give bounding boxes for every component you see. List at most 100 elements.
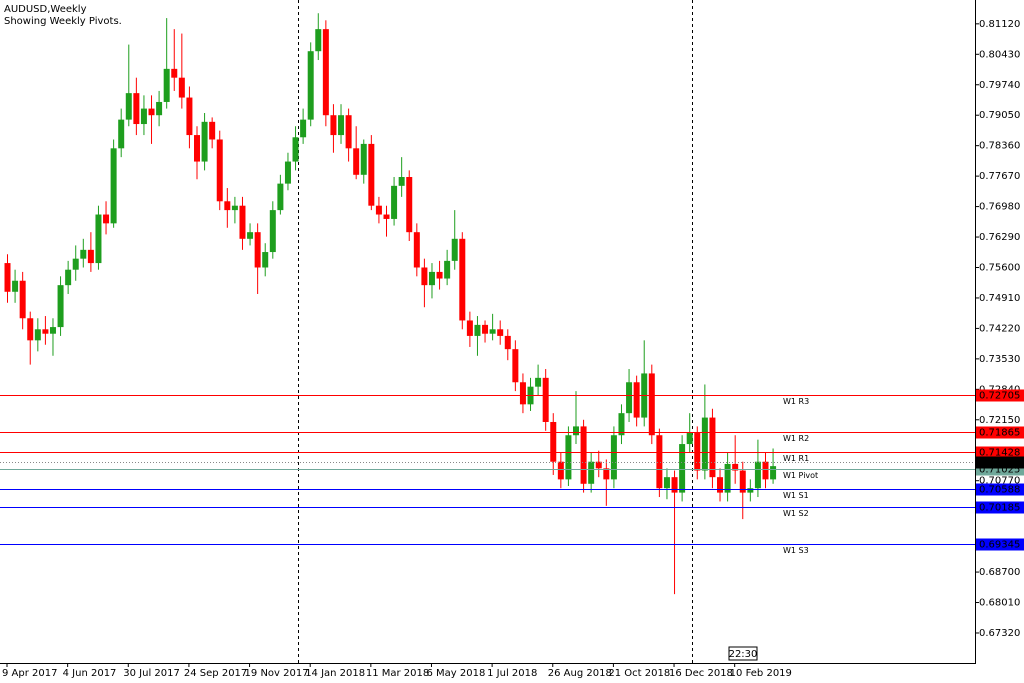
candle-body xyxy=(732,463,739,471)
x-tick-label: 4 Jun 2017 xyxy=(63,668,117,679)
pivot-label: W1 S3 xyxy=(783,546,809,555)
candle-body xyxy=(4,263,11,292)
candle-body xyxy=(148,108,155,116)
candle-body xyxy=(656,435,663,489)
candle-body xyxy=(300,119,307,138)
candle-body xyxy=(679,444,686,493)
candle-body xyxy=(444,260,451,279)
y-tick-label: 0.81120 xyxy=(979,19,1020,30)
pivot-label: W1 R1 xyxy=(783,454,809,463)
candle-body xyxy=(686,433,693,445)
x-tick-label: 30 Jul 2017 xyxy=(123,668,180,679)
candle-body xyxy=(580,426,587,484)
candle-body xyxy=(315,29,322,52)
candle-body xyxy=(542,377,549,422)
y-tick-label: 0.70770 xyxy=(979,476,1020,487)
candle-body xyxy=(648,373,655,436)
candle-body xyxy=(269,210,276,253)
candle-body xyxy=(709,417,716,478)
candle-body xyxy=(603,468,610,480)
y-tick-label: 0.76980 xyxy=(979,202,1020,213)
candle-body xyxy=(34,329,41,341)
y-tick-label: 0.68700 xyxy=(979,567,1020,578)
pivot-price-label: 0.71865 xyxy=(979,428,1020,439)
y-tick-label: 0.75600 xyxy=(979,262,1020,273)
candle-body xyxy=(186,97,193,136)
candle-body xyxy=(717,477,724,493)
current-price-box xyxy=(976,456,1024,469)
pivot-price-label: 0.71428 xyxy=(979,448,1020,459)
y-tick-label: 0.79050 xyxy=(979,110,1020,121)
candle-body xyxy=(489,329,496,334)
x-tick-label: 9 Apr 2017 xyxy=(2,668,57,679)
candle-body xyxy=(194,135,200,162)
candle-body xyxy=(519,382,526,405)
y-tick-label: 0.76290 xyxy=(979,232,1020,243)
candle-body xyxy=(451,238,458,261)
x-tick-label: 21 Oct 2018 xyxy=(608,668,670,679)
candle-body xyxy=(383,214,390,219)
candle-body xyxy=(171,68,178,78)
candle-body xyxy=(770,466,777,480)
x-tick-label: 24 Sep 2017 xyxy=(184,668,247,679)
x-tick-label: 1 Jul 2018 xyxy=(487,668,537,679)
candle-body xyxy=(739,470,746,493)
chart-title: AUDUSD,Weekly xyxy=(4,4,87,15)
y-tick-label: 0.80430 xyxy=(979,49,1020,60)
candle-body xyxy=(504,335,511,350)
x-tick-label: 19 Nov 2017 xyxy=(245,668,309,679)
time-box xyxy=(728,646,758,661)
candle-body xyxy=(694,433,701,471)
pivot-price-label: 0.71025 xyxy=(979,465,1020,476)
candle-body xyxy=(565,435,572,480)
candle-body xyxy=(178,77,185,98)
pivot-price-box xyxy=(976,389,1024,402)
candle-body xyxy=(322,29,329,116)
x-tick-label: 11 Mar 2018 xyxy=(366,668,429,679)
candle-body xyxy=(284,161,291,184)
candle-body xyxy=(103,214,110,224)
candle-body xyxy=(72,258,79,270)
candle-body xyxy=(125,93,132,120)
candle-body xyxy=(307,51,314,120)
pivot-price-label: 0.70185 xyxy=(979,503,1020,514)
time-label: 22:30 xyxy=(729,649,758,660)
candle-body xyxy=(201,121,208,162)
x-tick-label: 16 Dec 2018 xyxy=(669,668,733,679)
candle-body xyxy=(421,267,428,286)
y-tick-label: 0.77670 xyxy=(979,171,1020,182)
candle-body xyxy=(353,148,360,175)
candle-body xyxy=(466,320,473,336)
candle-body xyxy=(216,139,223,202)
candle-body xyxy=(391,185,398,219)
candle-body xyxy=(413,232,420,268)
candle-body xyxy=(345,115,352,149)
pivot-label: W1 R3 xyxy=(783,397,809,406)
candle-body xyxy=(65,269,72,286)
y-tick-label: 0.74220 xyxy=(979,323,1020,334)
candle-body xyxy=(663,477,670,489)
candle-body xyxy=(42,329,49,334)
candle-body xyxy=(747,488,754,493)
x-tick-label: 14 Jan 2018 xyxy=(305,668,365,679)
y-tick-label: 0.78360 xyxy=(979,141,1020,152)
candle-body xyxy=(633,382,640,418)
pivot-price-label: 0.72705 xyxy=(979,391,1020,402)
candle-body xyxy=(459,238,466,321)
candle-body xyxy=(497,329,504,336)
candle-body xyxy=(375,205,382,215)
pivot-price-label: 0.70588 xyxy=(979,485,1020,496)
x-tick-label: 10 Feb 2019 xyxy=(730,668,792,679)
candle-body xyxy=(338,115,345,136)
candle-body xyxy=(573,426,579,436)
current-price-label: 0.71198 xyxy=(979,458,1020,469)
candle-body xyxy=(231,205,238,211)
candle-body xyxy=(110,148,117,224)
candle-body xyxy=(57,285,64,328)
x-tick-label: 26 Aug 2018 xyxy=(548,668,612,679)
candle-body xyxy=(254,232,261,268)
candle-body xyxy=(247,232,254,239)
pivot-label: W1 S2 xyxy=(783,509,809,518)
